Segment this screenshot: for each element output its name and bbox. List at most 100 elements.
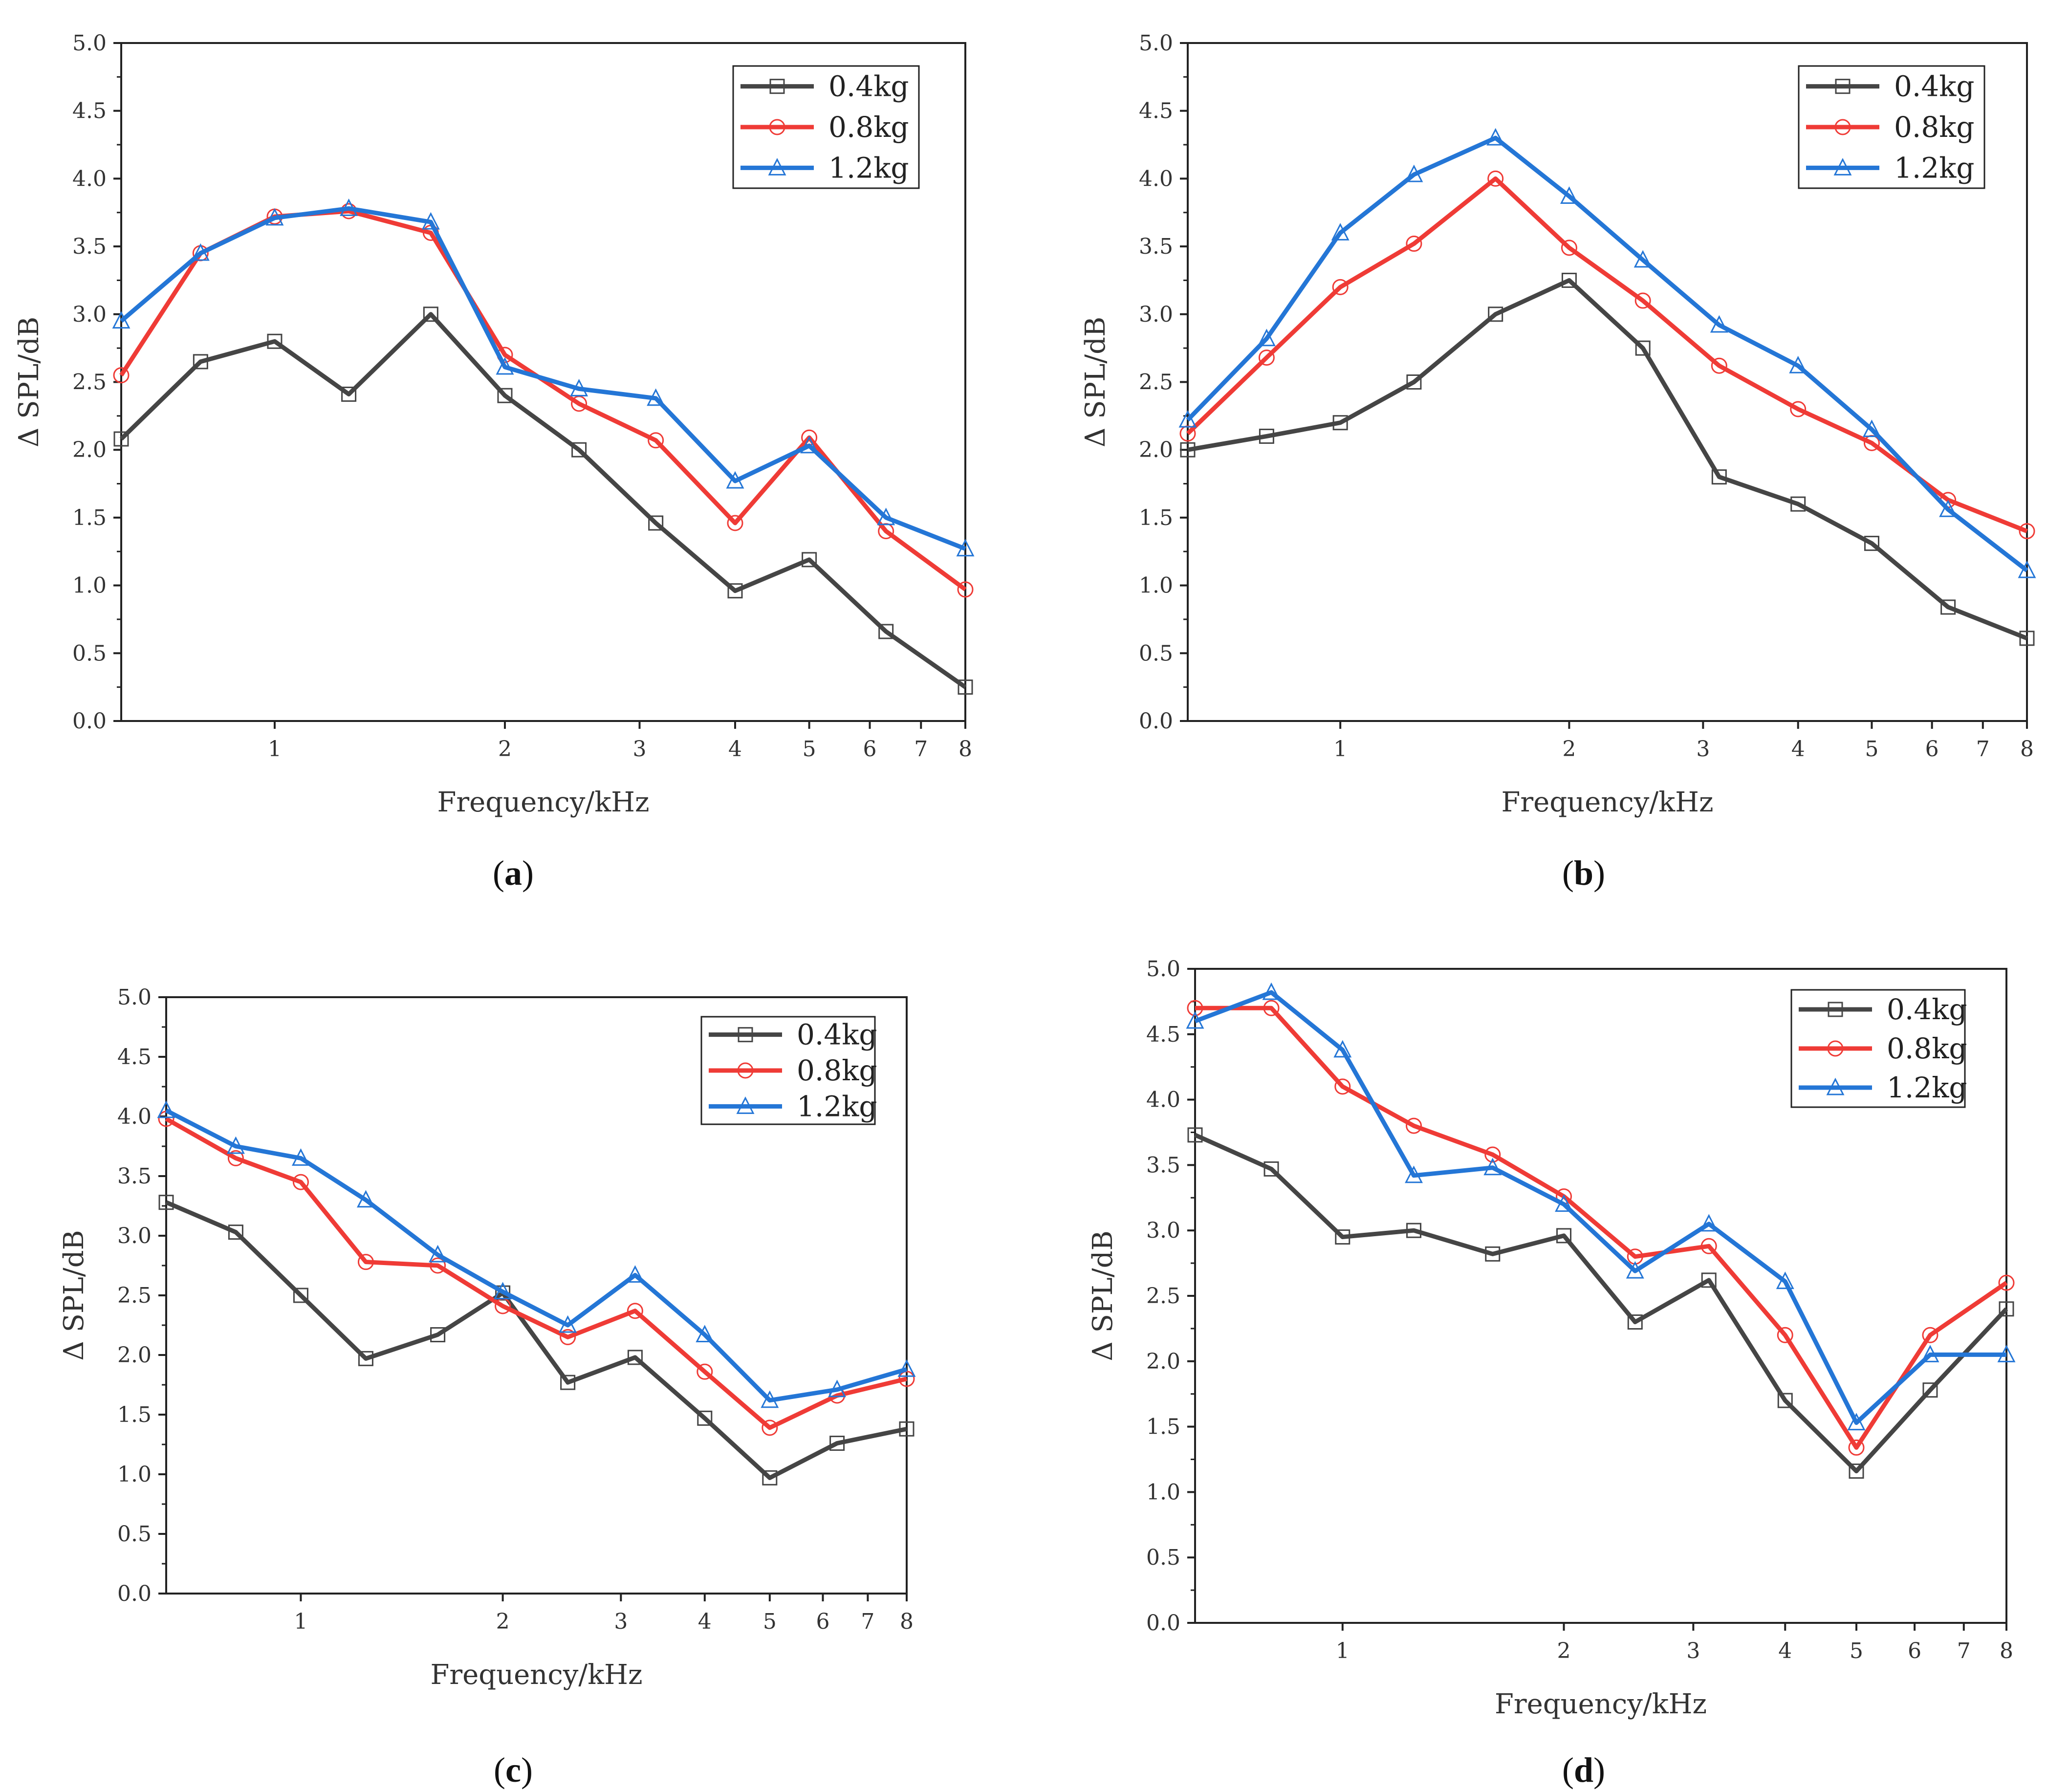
x-tick-label: 1 [294, 1609, 307, 1634]
caption-d: (d) [1562, 1750, 1605, 1790]
y-tick-label: 2.5 [1139, 370, 1173, 395]
data-point-0.8kg [1922, 1327, 1938, 1343]
y-tick-label: 3.5 [117, 1164, 152, 1189]
y-tick-label: 3.0 [1139, 302, 1173, 327]
y-tick-label: 0.0 [117, 1581, 152, 1606]
y-tick-label: 1.5 [72, 505, 107, 530]
x-tick-label: 5 [1865, 737, 1878, 762]
data-point-0.4kg [1332, 415, 1348, 431]
data-point-0.8kg [1406, 1117, 1422, 1134]
data-point-0.4kg [727, 583, 743, 599]
data-point-0.4kg [762, 1470, 778, 1486]
y-tick-label: 1.5 [1139, 505, 1173, 530]
y-tick-label: 0.5 [117, 1522, 152, 1547]
y-tick-label: 4.5 [1139, 99, 1173, 124]
x-tick-label: 6 [863, 737, 877, 762]
data-point-1.2kg [1405, 1165, 1423, 1183]
y-tick-label: 3.5 [72, 234, 107, 259]
data-point-1.2kg [828, 1379, 847, 1398]
data-point-1.2kg [496, 357, 514, 375]
data-point-0.8kg [762, 1420, 778, 1436]
x-tick-label: 5 [803, 737, 816, 762]
data-point-0.8kg [1700, 1238, 1717, 1254]
data-point-1.2kg [1633, 250, 1652, 268]
data-point-0.4kg [228, 1224, 243, 1240]
data-point-0.4kg [627, 1350, 643, 1365]
x-tick-label: 5 [1850, 1639, 1863, 1663]
x-tick-label: 8 [2020, 737, 2034, 762]
data-point-0.8kg [1561, 240, 1577, 256]
data-point-0.8kg [1332, 279, 1349, 295]
data-point-0.4kg [1335, 1229, 1350, 1245]
data-point-0.4kg [560, 1375, 576, 1390]
data-point-0.4kg [1864, 536, 1879, 551]
x-tick-label: 7 [1976, 737, 1990, 762]
data-point-0.8kg [1406, 236, 1422, 252]
data-point-1.2kg [1331, 223, 1350, 240]
y-tick-label: 2.5 [117, 1283, 152, 1308]
x-tick-label: 3 [1696, 737, 1710, 762]
legend-marker-0.4kg [769, 79, 785, 94]
legend-marker-1.2kg [1833, 158, 1852, 175]
legend-label: 0.4kg [1894, 70, 1975, 103]
x-tick-label: 2 [498, 737, 512, 762]
data-point-0.8kg [648, 432, 664, 449]
data-point-1.2kg [1699, 1214, 1718, 1232]
data-point-0.4kg [648, 515, 664, 531]
x-tick-label: 1 [1333, 737, 1347, 762]
y-tick-label: 4.0 [117, 1104, 152, 1129]
y-axis-title: Δ SPL/dB [58, 1230, 90, 1360]
data-point-0.4kg [497, 388, 513, 403]
chart-b: 0.0 0.5 1.0 1.5 2.0 2.5 3.0 3.5 4.0 4.5 5.0 1 2 3 4 5 6 7… [1080, 31, 2036, 818]
y-tick-label: 4.5 [117, 1045, 152, 1070]
y-tick-label: 5.0 [1146, 957, 1180, 982]
y-tick-label: 1.0 [1146, 1480, 1180, 1505]
y-tick-label: 2.0 [72, 437, 107, 462]
data-point-0.4kg [1485, 1246, 1501, 1262]
data-point-1.2kg [1789, 355, 1808, 373]
data-point-1.2kg [1257, 328, 1276, 347]
data-point-0.4kg [1561, 272, 1577, 288]
data-point-1.2kg [429, 1245, 447, 1263]
legend-label: 1.2kg [828, 151, 909, 184]
data-point-0.8kg [1848, 1439, 1865, 1456]
legend-label: 1.2kg [1894, 151, 1975, 184]
data-point-1.2kg [1405, 164, 1423, 182]
data-point-0.8kg [727, 515, 743, 531]
data-point-0.4kg [878, 624, 894, 639]
data-point-1.2kg [1555, 1194, 1573, 1212]
data-point-0.4kg [1790, 496, 1806, 512]
data-point-0.8kg [2019, 523, 2035, 540]
data-point-0.8kg [957, 581, 974, 598]
y-tick-label: 3.0 [72, 302, 107, 327]
data-point-1.2kg [570, 379, 588, 396]
data-point-1.2kg [112, 311, 131, 329]
legend-marker-0.4kg [1835, 79, 1851, 94]
data-point-0.4kg [2019, 631, 2035, 646]
y-tick-label: 4.0 [1146, 1088, 1180, 1113]
data-point-1.2kg [897, 1359, 916, 1377]
x-axis-title: Frequency/kHz [1495, 1688, 1707, 1720]
y-tick-label: 4.5 [1146, 1022, 1180, 1047]
x-tick-label: 3 [633, 737, 647, 762]
y-tick-label: 0.5 [72, 641, 107, 666]
y-tick-label: 0.5 [1139, 641, 1173, 666]
caption-b: (b) [1562, 853, 1605, 893]
x-tick-label: 8 [900, 1609, 914, 1634]
data-point-0.4kg [1488, 306, 1503, 322]
y-tick-label: 0.0 [72, 709, 107, 734]
data-point-1.2kg [956, 539, 975, 557]
series-line-1.2kg [1194, 990, 2006, 1425]
y-tick-label: 2.0 [1146, 1349, 1180, 1374]
y-tick-label: 0.5 [1146, 1545, 1180, 1570]
data-point-1.2kg [559, 1315, 577, 1333]
data-point-1.2kg [226, 1136, 245, 1154]
x-tick-label: 2 [1562, 737, 1576, 762]
x-tick-label: 3 [1686, 1639, 1700, 1663]
data-point-0.4kg [1259, 428, 1274, 444]
y-tick-label: 3.5 [1139, 234, 1173, 259]
y-tick-label: 4.0 [72, 166, 107, 191]
y-tick-label: 3.0 [1146, 1218, 1180, 1243]
data-point-0.4kg [1999, 1301, 2014, 1317]
series-line-0.4kg [165, 1200, 907, 1480]
